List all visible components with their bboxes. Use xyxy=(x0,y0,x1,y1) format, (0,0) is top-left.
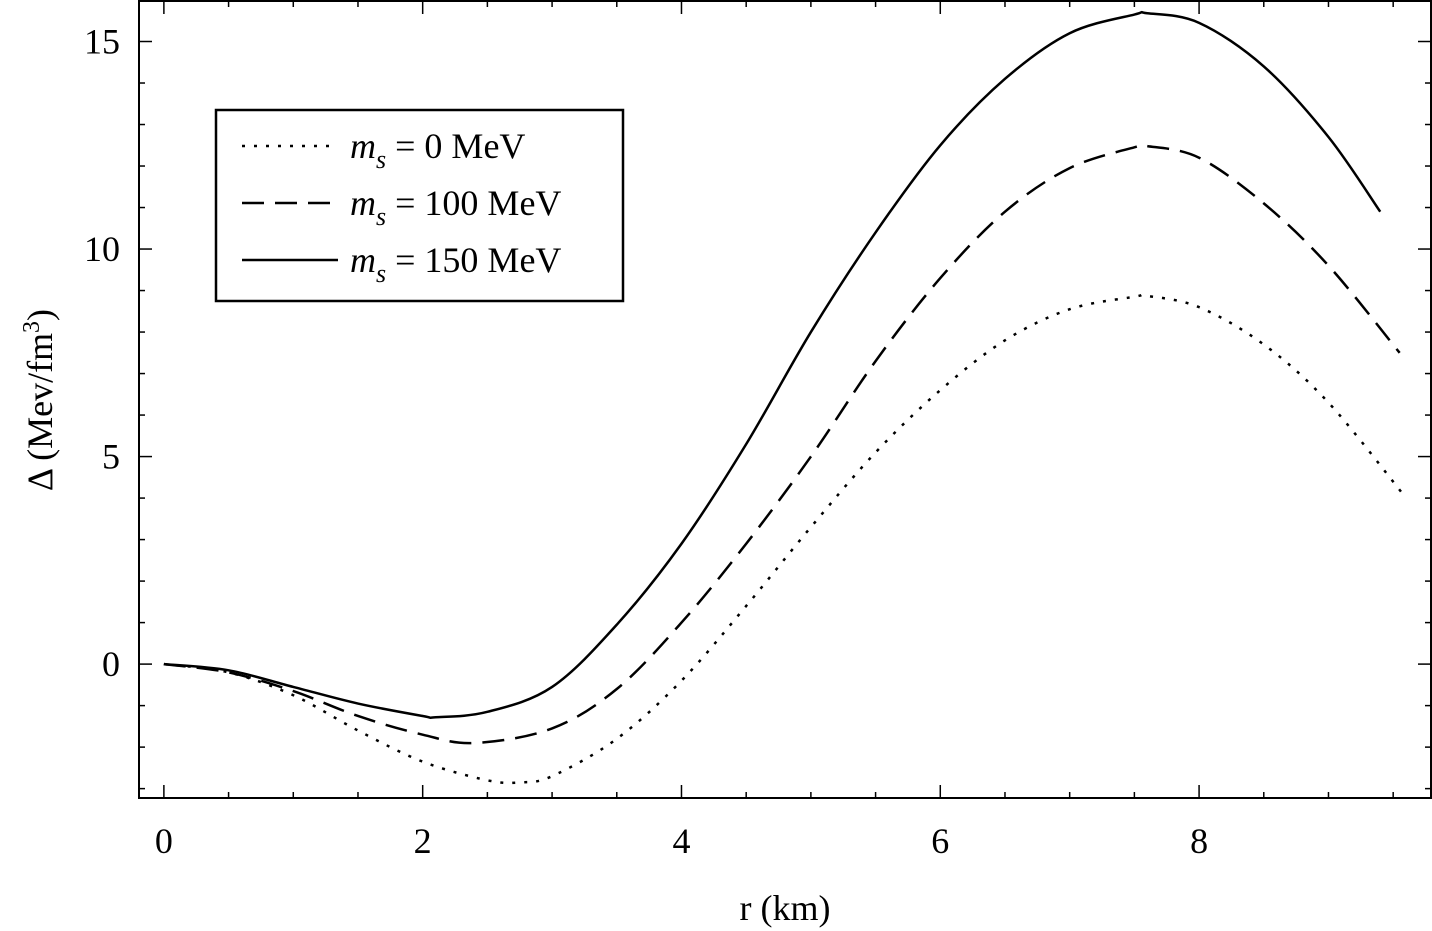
x-tick-label: 8 xyxy=(1190,821,1208,861)
series-line-2 xyxy=(163,143,1401,745)
legend-box xyxy=(214,108,625,303)
legend-symbol: m xyxy=(350,126,376,166)
y-axis-title-suffix: ) xyxy=(20,309,60,321)
legend-value: = 100 MeV xyxy=(386,183,561,223)
x-tick-label: 2 xyxy=(414,821,432,861)
legend-subscript: s xyxy=(376,145,386,174)
labels-layer: 0 2 4 6 8 0 5 10 15 xyxy=(84,22,1208,861)
legend-label-2: ms = 100 MeV xyxy=(350,183,561,231)
x-tick-label: 4 xyxy=(672,821,690,861)
y-tick-label: 0 xyxy=(102,644,120,684)
y-tick-label: 15 xyxy=(84,22,120,62)
legend-subscript: s xyxy=(376,202,386,231)
series-line-3 xyxy=(163,10,1382,719)
x-tick-label: 0 xyxy=(155,821,173,861)
y-axis-title: Δ (Mev/fm3) xyxy=(19,309,60,491)
legend-value: = 0 MeV xyxy=(386,126,525,166)
legend-symbol: m xyxy=(350,240,376,280)
legend-value: = 150 MeV xyxy=(386,240,561,280)
legend-label-3: ms = 150 MeV xyxy=(350,240,561,288)
y-tick-label: 5 xyxy=(102,437,120,477)
series-line-1 xyxy=(163,293,1408,785)
legend-symbol: m xyxy=(350,183,376,223)
y-axis-title-superscript: 3 xyxy=(19,321,45,333)
x-axis-title: r (km) xyxy=(740,888,831,928)
legend-subscript: s xyxy=(376,259,386,288)
x-tick-label: 6 xyxy=(931,821,949,861)
legend-label-1: ms = 0 MeV xyxy=(350,126,525,174)
y-axis-title-main: Δ (Mev/fm xyxy=(20,333,60,491)
plot-frame xyxy=(138,0,1432,799)
series-layer xyxy=(163,10,1408,785)
y-tick-label: 10 xyxy=(84,229,120,269)
